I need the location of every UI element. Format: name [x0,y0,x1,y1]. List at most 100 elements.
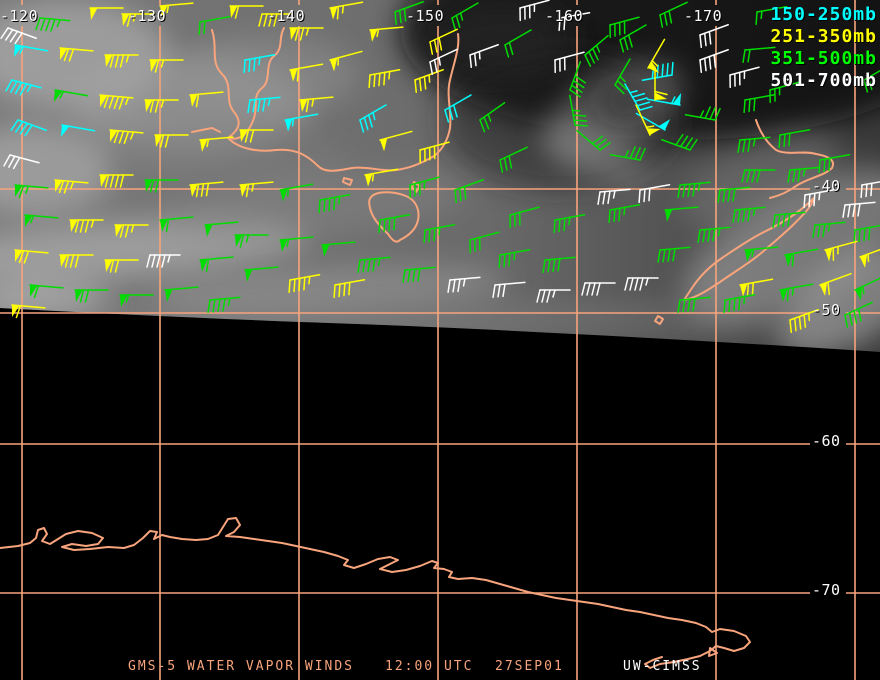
wind-barb [258,13,293,27]
wind-barb [624,83,653,111]
wind-barb [199,136,234,152]
wind-barb [204,221,239,237]
wind-barb [299,96,334,113]
wind-barb [329,1,364,20]
wind-barb [447,276,481,293]
wind-barb [569,61,587,98]
wind-barb [402,266,436,283]
wind-barb [818,154,851,174]
wind-barb [321,241,356,257]
wind-barb [189,91,224,108]
wind-barb [364,168,399,187]
wind-barb [243,54,276,74]
coastline-path [654,315,664,325]
lon-label--140: -140 [267,7,306,25]
wind-barb [414,68,444,94]
wind-barb [619,24,647,53]
wind-barb [769,81,800,104]
wind-barb [146,254,181,268]
wind-barb [198,16,231,36]
wind-barb [677,296,711,313]
wind-barb [144,99,179,113]
wind-barb [289,27,324,41]
wind-barb [247,96,281,113]
wind-barb [744,246,779,262]
wind-barb-layer [0,0,880,334]
wind-barb [357,256,391,273]
wind-barb [779,283,814,302]
wind-barb [647,38,666,74]
wind-barb [723,294,756,314]
wind-barb [379,130,413,152]
wind-barb [199,256,234,273]
wind-barb [359,104,387,133]
wind-barb [755,6,788,26]
lat-label--70: -70 [812,581,841,599]
wind-barb [536,289,571,303]
wind-barb [419,141,450,164]
wind-barb [717,186,751,203]
wind-barb [659,1,688,28]
wind-barb [369,26,404,42]
coastline-path [342,177,353,186]
wind-barb [189,181,224,198]
wind-barb [59,47,94,62]
wind-barb [519,0,550,22]
wind-barb [99,174,134,188]
wind-barb [504,29,532,58]
wind-barb [104,54,139,68]
wind-barb [284,113,319,132]
wind-barb [14,184,49,199]
wind-barb [60,124,96,137]
water-vapor-imagery [0,0,880,352]
wind-barb [638,184,671,204]
lon-label--130: -130 [128,7,167,25]
wind-barb [576,129,611,151]
coastline-path [683,197,815,301]
lat-label--60: -60 [812,432,841,450]
wind-barb [119,294,154,307]
wind-barb [239,181,274,198]
wind-barb [394,0,424,26]
wind-barb [732,206,766,223]
wind-barb [159,2,194,18]
wind-barb [469,43,499,69]
wind-barb [24,214,59,228]
wind-barb [842,201,876,218]
wind-barb [288,274,321,294]
wind-barb [54,179,89,194]
wind-barb [144,179,179,193]
wind-barb [597,188,631,205]
wind-barb [423,224,456,244]
wind-barb [429,28,458,55]
wind-barb [819,272,852,296]
wind-barb [492,281,526,298]
wind-barb [661,133,698,151]
wind-barb [149,59,184,73]
wind-barb [509,206,540,229]
wind-barb [329,50,363,72]
wind-barb [624,277,659,291]
wind-barb [13,44,49,57]
wind-barb [378,214,411,234]
wind-barb [239,129,274,143]
wind-barb [729,66,760,89]
wind-barb [741,169,776,183]
wind-barb [3,154,40,170]
wind-barb [863,64,880,93]
wind-barb [99,94,134,110]
caption-credit: UW-CIMSS [623,659,702,674]
wind-barb [542,256,576,273]
caption-date: 27SEP01 [495,659,564,674]
wind-barb [584,34,609,67]
wind-barb [646,93,682,106]
wind-barb [234,234,269,248]
wind-barb [159,216,194,233]
wind-barb [772,211,806,228]
wind-barb [784,248,819,267]
wind-barb [699,23,729,49]
wind-barb [368,69,401,89]
wind-barb [10,119,47,137]
coastline-path [0,517,751,669]
wind-barb [479,102,506,133]
